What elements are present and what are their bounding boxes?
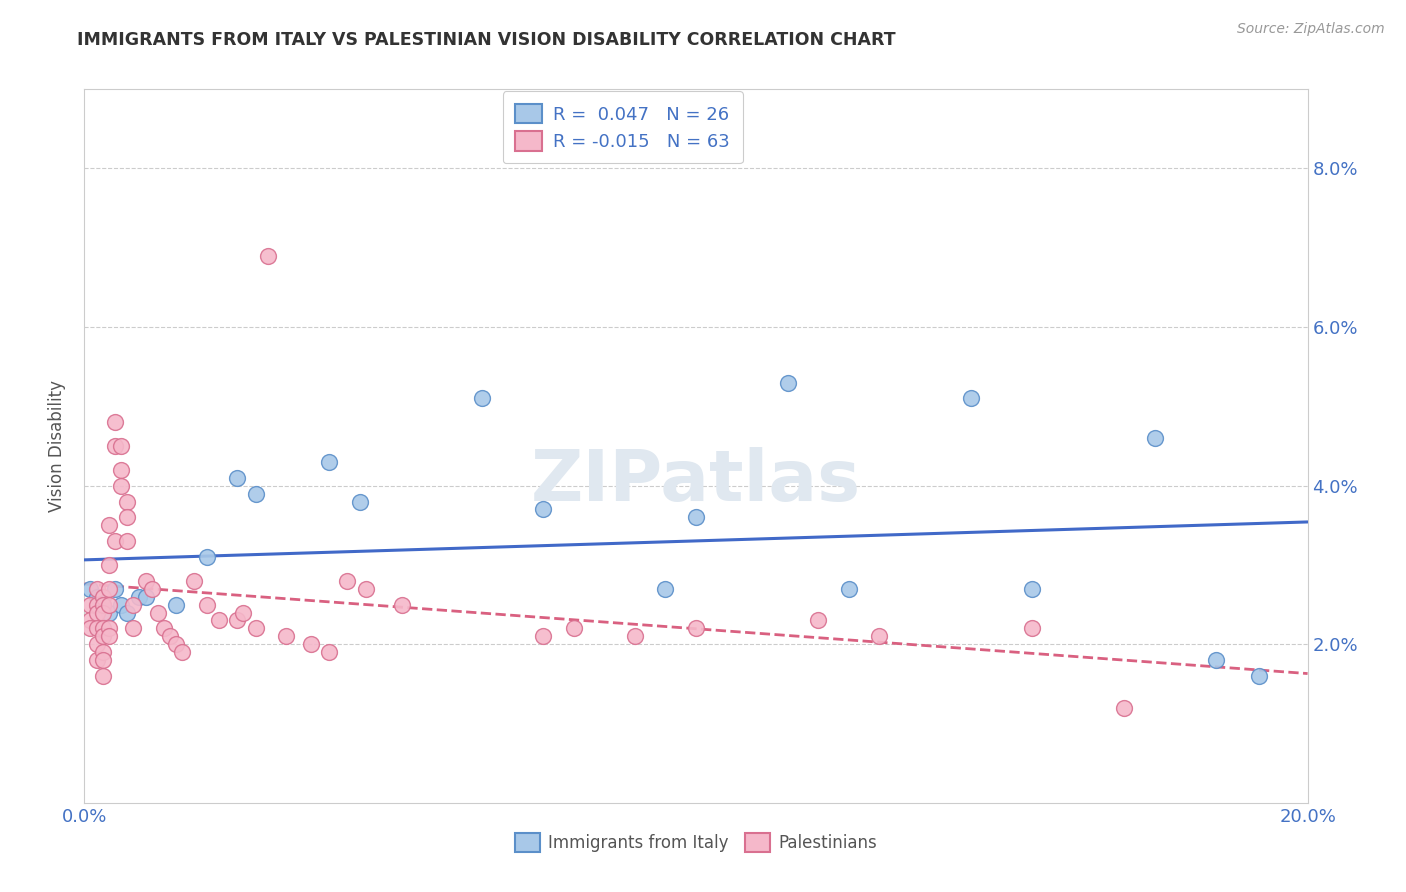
- Point: [79, 621, 101, 635]
- Point: [91, 621, 114, 635]
- Point: [165, 637, 187, 651]
- Point: [226, 614, 249, 628]
- Point: [122, 621, 145, 635]
- Point: [86, 582, 108, 596]
- Y-axis label: Vision Disability: Vision Disability: [48, 380, 66, 512]
- Point: [97, 518, 120, 533]
- Point: [654, 582, 676, 596]
- Point: [1205, 653, 1227, 667]
- Point: [1021, 582, 1043, 596]
- Point: [349, 494, 371, 508]
- Point: [79, 582, 101, 596]
- Point: [245, 621, 267, 635]
- Point: [86, 637, 108, 651]
- Point: [110, 463, 132, 477]
- Text: Source: ZipAtlas.com: Source: ZipAtlas.com: [1237, 22, 1385, 37]
- Point: [104, 534, 127, 549]
- Point: [86, 621, 108, 635]
- Point: [79, 614, 101, 628]
- Point: [960, 392, 983, 406]
- Point: [115, 510, 138, 524]
- Point: [110, 439, 132, 453]
- Point: [97, 629, 120, 643]
- Point: [91, 629, 114, 643]
- Point: [226, 471, 249, 485]
- Point: [97, 558, 120, 572]
- Legend: Immigrants from Italy, Palestinians: Immigrants from Italy, Palestinians: [508, 827, 884, 859]
- Point: [299, 637, 322, 651]
- Point: [471, 392, 494, 406]
- Point: [165, 598, 187, 612]
- Point: [97, 606, 120, 620]
- Point: [257, 249, 280, 263]
- Point: [104, 415, 127, 429]
- Point: [869, 629, 891, 643]
- Text: ZIPatlas: ZIPatlas: [531, 447, 860, 516]
- Point: [86, 598, 108, 612]
- Point: [104, 582, 127, 596]
- Point: [336, 574, 359, 588]
- Point: [91, 669, 114, 683]
- Point: [531, 629, 554, 643]
- Point: [110, 598, 132, 612]
- Point: [159, 629, 181, 643]
- Point: [1114, 700, 1136, 714]
- Point: [79, 598, 101, 612]
- Point: [195, 598, 218, 612]
- Point: [1021, 621, 1043, 635]
- Point: [318, 645, 340, 659]
- Point: [232, 606, 254, 620]
- Point: [1143, 431, 1166, 445]
- Point: [86, 653, 108, 667]
- Point: [838, 582, 860, 596]
- Point: [97, 582, 120, 596]
- Text: IMMIGRANTS FROM ITALY VS PALESTINIAN VISION DISABILITY CORRELATION CHART: IMMIGRANTS FROM ITALY VS PALESTINIAN VIS…: [77, 31, 896, 49]
- Point: [135, 590, 157, 604]
- Point: [115, 534, 138, 549]
- Point: [110, 478, 132, 492]
- Point: [97, 621, 120, 635]
- Point: [195, 549, 218, 564]
- Point: [172, 645, 194, 659]
- Point: [115, 606, 138, 620]
- Point: [141, 582, 163, 596]
- Point: [91, 653, 114, 667]
- Point: [86, 590, 108, 604]
- Point: [104, 439, 127, 453]
- Point: [391, 598, 413, 612]
- Point: [354, 582, 377, 596]
- Point: [115, 494, 138, 508]
- Point: [807, 614, 830, 628]
- Point: [153, 621, 176, 635]
- Point: [91, 606, 114, 620]
- Point: [208, 614, 231, 628]
- Point: [624, 629, 647, 643]
- Point: [86, 606, 108, 620]
- Point: [685, 621, 707, 635]
- Point: [245, 486, 267, 500]
- Point: [146, 606, 169, 620]
- Point: [91, 598, 114, 612]
- Point: [97, 598, 120, 612]
- Point: [91, 590, 114, 604]
- Point: [183, 574, 205, 588]
- Point: [562, 621, 585, 635]
- Point: [91, 598, 114, 612]
- Point: [122, 598, 145, 612]
- Point: [776, 376, 799, 390]
- Point: [276, 629, 298, 643]
- Point: [1247, 669, 1270, 683]
- Point: [128, 590, 150, 604]
- Point: [318, 455, 340, 469]
- Point: [91, 645, 114, 659]
- Point: [685, 510, 707, 524]
- Point: [531, 502, 554, 516]
- Point: [135, 574, 157, 588]
